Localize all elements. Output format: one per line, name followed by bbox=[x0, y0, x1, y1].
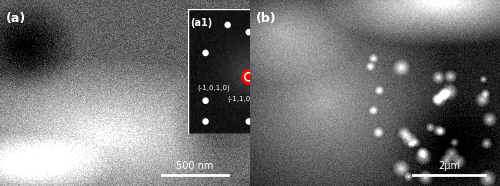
Circle shape bbox=[288, 119, 294, 124]
Circle shape bbox=[225, 22, 230, 28]
Text: (b): (b) bbox=[256, 12, 276, 25]
Text: TiB₂: TiB₂ bbox=[77, 145, 99, 155]
Circle shape bbox=[242, 70, 256, 84]
Circle shape bbox=[288, 50, 294, 55]
Circle shape bbox=[288, 98, 294, 103]
Circle shape bbox=[246, 30, 252, 35]
Circle shape bbox=[246, 74, 252, 79]
Circle shape bbox=[246, 119, 252, 124]
Circle shape bbox=[203, 119, 208, 124]
Text: (a1): (a1) bbox=[190, 18, 213, 28]
Circle shape bbox=[203, 50, 208, 55]
Circle shape bbox=[244, 73, 253, 81]
Text: (-1,0,1,0): (-1,0,1,0) bbox=[198, 85, 230, 92]
Text: (a): (a) bbox=[6, 12, 26, 25]
Text: (0,1,-1,-1): (0,1,-1,-1) bbox=[256, 77, 291, 83]
Circle shape bbox=[203, 98, 208, 103]
Text: 2μm: 2μm bbox=[438, 161, 460, 171]
Circle shape bbox=[270, 22, 274, 28]
Text: 5 1/nm: 5 1/nm bbox=[266, 30, 292, 39]
Text: TiB₂: TiB₂ bbox=[256, 57, 274, 66]
Text: 500 nm: 500 nm bbox=[176, 161, 214, 171]
Text: (-1,1,0,-1): (-1,1,0,-1) bbox=[227, 95, 262, 102]
